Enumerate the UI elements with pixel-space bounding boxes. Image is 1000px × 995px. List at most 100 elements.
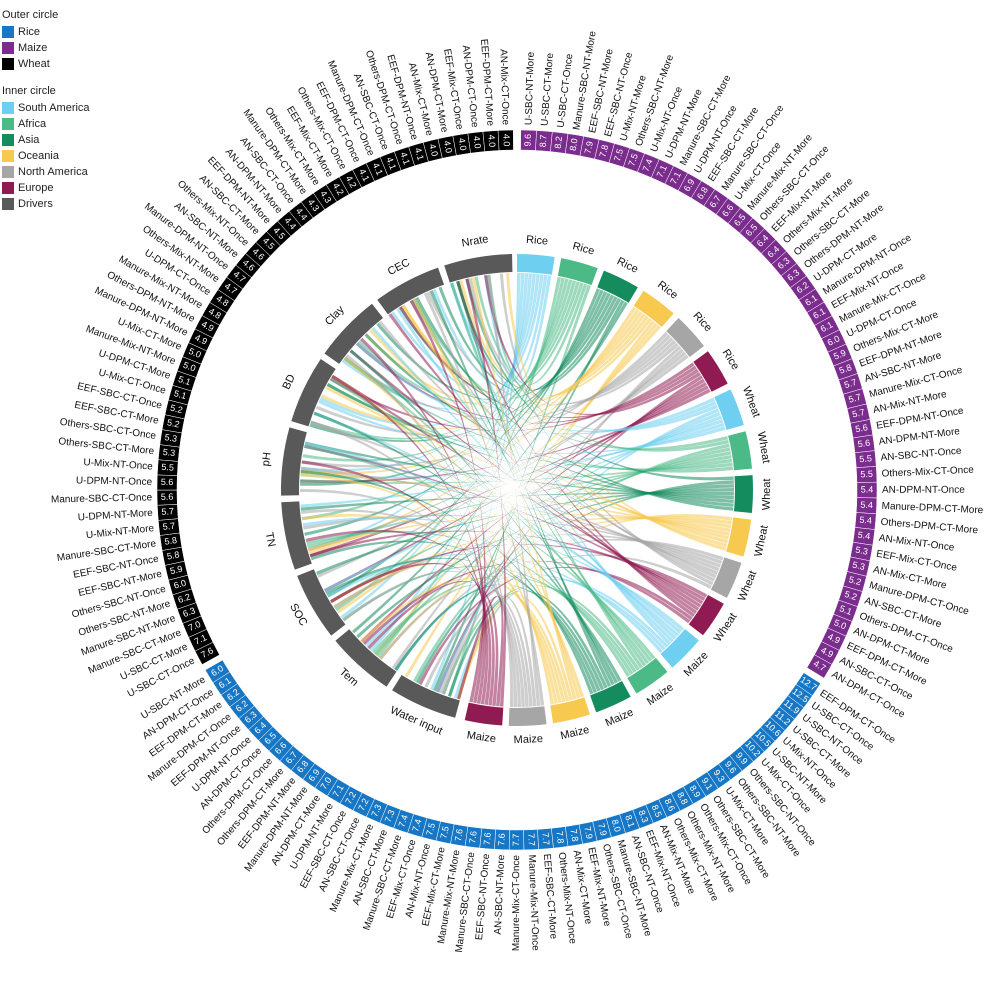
legend: Outer circle Rice Maize Wheat Inner circle… — [2, 6, 90, 212]
driver-label: SOC — [287, 602, 309, 629]
driver-label: CEC — [386, 257, 412, 279]
outer-value-label: 7.1 — [193, 632, 209, 646]
outer-value-label: 8.0 — [568, 138, 580, 152]
outer-treatment-label: Others-DPM-CT-More — [880, 517, 979, 537]
outer-value-label: 7.6 — [482, 832, 493, 845]
legend-swatch — [2, 102, 14, 114]
outer-value-label: 5.0 — [187, 346, 202, 360]
inner-segment-wheat-europe — [688, 595, 724, 636]
outer-value-label: 7.6 — [496, 833, 507, 846]
driver-label: Nrate — [461, 233, 490, 249]
outer-circle-legend-title: Outer circle — [2, 9, 59, 21]
outer-value-label: 8.0 — [610, 818, 623, 833]
outer-value-label: 6.0 — [173, 578, 188, 591]
outer-value-label: 7.9 — [583, 140, 595, 154]
outer-value-label: 7.8 — [568, 828, 580, 842]
outer-value-label: 5.4 — [860, 500, 873, 511]
inner-segment-label: Rice — [690, 310, 714, 334]
outer-value-label: 7.5 — [612, 148, 625, 163]
driver-segment-soc — [297, 569, 346, 636]
legend-label: Maize — [18, 42, 48, 54]
outer-segment-maize — [806, 654, 833, 679]
inner-segment-label: Wheat — [740, 385, 762, 419]
inner-segment-label: Wheat — [736, 569, 759, 603]
outer-value-label: 5.0 — [832, 617, 847, 631]
legend-inner-drivers: Drivers — [2, 196, 90, 212]
legend-swatch — [2, 26, 14, 38]
legend-label: North America — [18, 166, 88, 178]
inner-segment-label: Wheat — [753, 524, 771, 558]
outer-value-label: 7.4 — [410, 818, 423, 833]
inner-segment-label: Maize — [466, 729, 497, 745]
driver-segment-bd — [291, 358, 336, 427]
outer-value-label: 5.5 — [860, 469, 873, 480]
outer-treatment-label: EEF-DPM-CT-More — [478, 39, 495, 127]
outer-value-label: 7.3 — [383, 808, 397, 823]
outer-value-label: 5.7 — [847, 392, 862, 405]
outer-value-label: 7.2 — [356, 797, 370, 813]
outer-value-label: 5.1 — [173, 388, 188, 401]
chord-ribbon — [301, 460, 489, 705]
inner-segment-rice-oceania — [633, 290, 674, 327]
outer-value-label: 7.7 — [526, 833, 536, 846]
outer-value-label: 5.6 — [854, 422, 868, 434]
chord-ribbon — [441, 585, 640, 695]
inner-segment-rice-south-america — [517, 254, 555, 275]
outer-value-label: 6.0 — [826, 333, 842, 347]
outer-value-label: 5.8 — [838, 362, 853, 376]
outer-treatment-label: AN-SBC-NT-More — [493, 854, 507, 935]
legend-swatch — [2, 182, 14, 194]
legend-swatch — [2, 166, 14, 178]
legend-inner-europe: Europe — [2, 180, 90, 196]
inner-ring: Rice Rice Rice Rice Rice Rice Wheat Wheat Wheat W… — [260, 233, 773, 746]
driver-label: Clay — [323, 303, 347, 328]
inner-segment-wheat-oceania — [726, 517, 752, 557]
outer-treatment-label: U-Mix-NT-Once — [83, 457, 153, 472]
inner-segment-label: Maize — [513, 733, 543, 746]
outer-value-label: 5.1 — [838, 603, 853, 617]
driver-label: Tem — [337, 666, 360, 689]
outer-value-label: 4.0 — [501, 134, 511, 147]
legend-label: Drivers — [18, 198, 53, 210]
outer-treatment-label: U-Mix-NT-More — [86, 523, 156, 541]
chord-ribbon — [409, 299, 486, 703]
inner-segment-label: Maize — [645, 681, 676, 708]
inner-segment-maize-africa — [627, 657, 668, 694]
outer-value-label: 8.5 — [650, 803, 664, 818]
outer-ring: 9.6U-SBC-NT-More8.7U-SBC-CT-More8.2U-SBC… — [51, 30, 984, 953]
outer-value-label: 7.1 — [655, 164, 669, 180]
ribbons-layer — [300, 273, 734, 707]
outer-value-label: 4.0 — [442, 140, 454, 154]
inner-segment-maize-south-america — [660, 628, 699, 668]
chord-ribbon — [364, 313, 646, 408]
legend-swatch — [2, 42, 14, 54]
outer-treatment-label: AN-Mix-CT-Once — [497, 49, 510, 126]
outer-value-label: 4.1 — [399, 151, 412, 166]
inner-segment-maize-europe — [464, 702, 504, 726]
outer-treatment-label: U-SBC-CT-More — [540, 52, 557, 126]
driver-segment-nrate — [444, 254, 513, 283]
chord-ribbon — [301, 278, 569, 521]
driver-label: pH — [260, 452, 274, 467]
outer-value-label: 8.2 — [553, 136, 564, 150]
outer-value-label: 7.4 — [641, 158, 655, 173]
outer-value-label: 5.3 — [851, 560, 865, 572]
outer-value-label: 5.8 — [164, 535, 178, 547]
chord-ribbon — [429, 290, 615, 686]
outer-value-label: 5.3 — [164, 432, 178, 444]
outer-value-label: 6.3 — [181, 605, 196, 619]
outer-value-label: 7.7 — [540, 832, 551, 845]
outer-value-label: 4.1 — [413, 146, 426, 161]
legend-inner-north-america: North America — [2, 164, 90, 180]
inner-segment-maize-north-america — [508, 706, 547, 726]
outer-segment-wheat — [497, 129, 514, 151]
outer-value-label: 8.3 — [637, 809, 651, 824]
inner-segment-rice-europe — [693, 351, 728, 392]
chord-ribbon — [450, 282, 718, 432]
outer-value-label: 7.8 — [597, 144, 610, 159]
outer-value-label: 5.1 — [177, 374, 192, 387]
legend-inner-africa: Africa — [2, 116, 90, 132]
chord-ribbon — [457, 596, 504, 707]
legend-label: Africa — [18, 118, 47, 130]
